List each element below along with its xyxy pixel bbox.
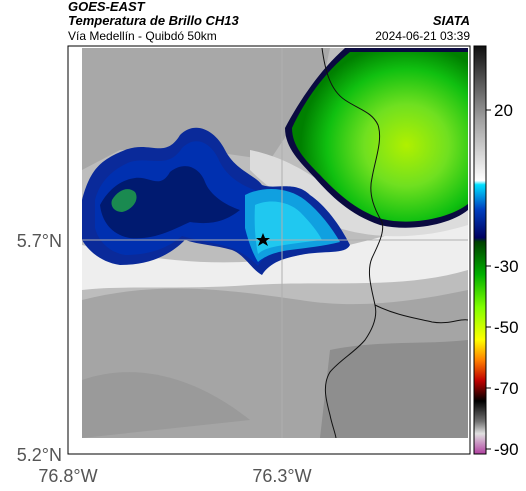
colorbar-label-minus50: -50 xyxy=(494,318,519,337)
satellite-image xyxy=(82,48,468,438)
satellite-name: GOES-EAST xyxy=(68,0,145,14)
lon-label-center: 76.3°W xyxy=(252,466,311,486)
star-icon xyxy=(256,233,270,246)
lat-label-bottom: 5.2°N xyxy=(17,445,62,465)
colorbar-label-minus90: -90 xyxy=(494,440,519,459)
organization-label: SIATA xyxy=(432,13,470,28)
colorbar-ticks xyxy=(486,109,491,450)
product-title: Temperatura de Brillo CH13 xyxy=(68,13,239,28)
route-subtitle: Vía Medellín - Quibdó 50km xyxy=(68,29,217,43)
colorbar-label-minus70: -70 xyxy=(494,379,519,398)
colorbar-label-minus30: -30 xyxy=(494,257,519,276)
colorbar-label-20: 20 xyxy=(494,101,513,120)
lat-label-top: 5.7°N xyxy=(17,231,62,251)
timestamp: 2024-06-21 03:39 xyxy=(375,29,470,43)
colorbar xyxy=(473,45,487,455)
department-border xyxy=(321,48,384,438)
municipal-border xyxy=(374,304,468,324)
lon-label-left: 76.8°W xyxy=(38,466,97,486)
